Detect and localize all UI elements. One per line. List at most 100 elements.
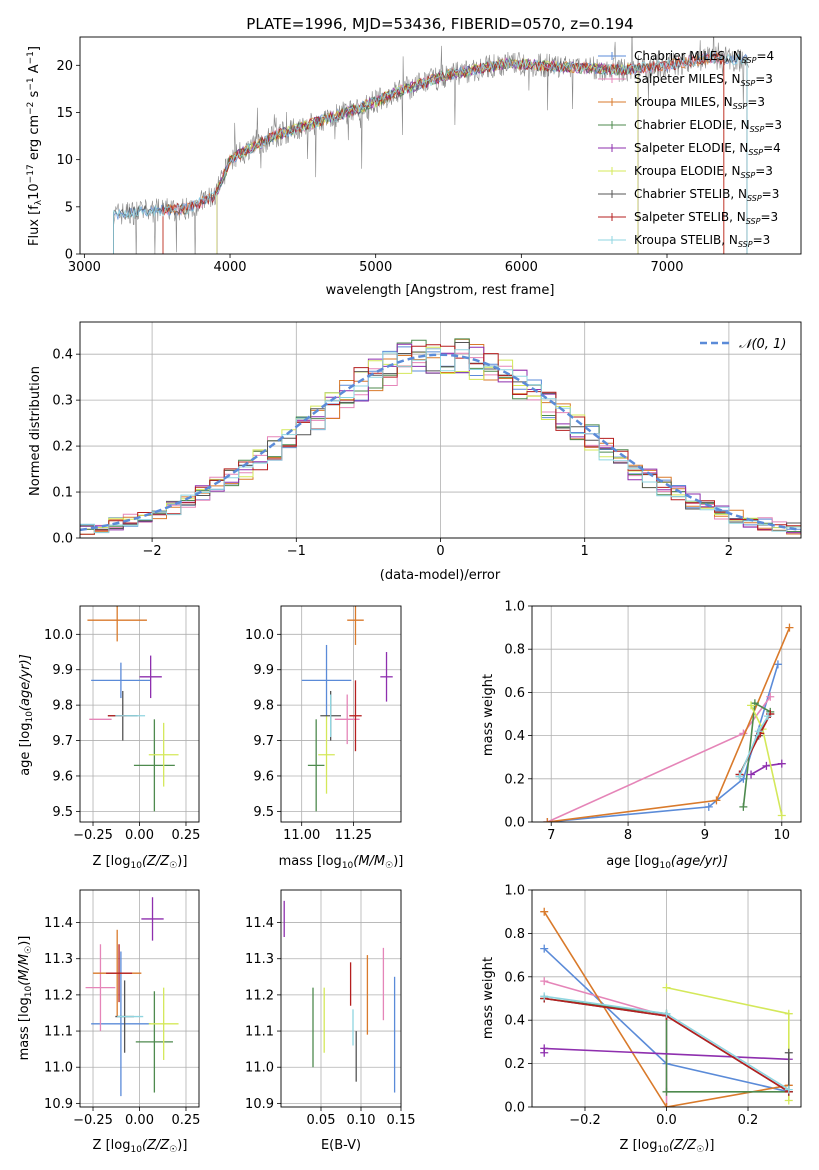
plus-marker <box>662 983 671 992</box>
y-tick-label: 11.2 <box>44 988 73 1003</box>
y-tick-label: 10.9 <box>245 1097 274 1112</box>
x-tick-label: 7000 <box>650 260 683 275</box>
x-tick-label: 0 <box>436 544 444 559</box>
weight-vs-age-plot-area: 7 8 9 10 0.0 0.2 0.4 0.6 0.8 1.0 <box>504 600 802 843</box>
x-tick-label: 0.25 <box>172 828 201 843</box>
y-tick-label: 9.9 <box>253 663 274 678</box>
plus-marker <box>784 1096 793 1105</box>
spectrum-title: PLATE=1996, MJD=53436, FIBERID=0570, z=0… <box>246 15 633 33</box>
x-tick-label: 0.00 <box>125 828 154 843</box>
histogram-step <box>80 344 801 535</box>
plus-marker <box>662 1103 671 1107</box>
data-layer <box>283 900 396 1093</box>
x-tick-label: 7 <box>547 828 555 843</box>
age-vs-mass-xlabel: mass [log10(M/M☉)] <box>279 854 404 871</box>
plus-marker <box>662 1087 671 1096</box>
data-layer <box>540 907 793 1107</box>
plus-marker <box>735 772 744 781</box>
axes-frame <box>280 889 402 1108</box>
plus-marker <box>762 761 771 770</box>
axes-frame <box>531 605 802 823</box>
x-tick-label: 1 <box>581 544 589 559</box>
x-tick-label: 8 <box>624 828 632 843</box>
mass-vs-z-xlabel: Z [log10(Z/Z☉)] <box>93 1138 188 1155</box>
plus-marker <box>540 992 549 1001</box>
x-tick-label: 10 <box>774 828 791 843</box>
x-tick-label: 11.25 <box>335 828 372 843</box>
x-tick-label: 2 <box>725 544 733 559</box>
y-tick-label: 20 <box>56 59 73 74</box>
x-tick-label: 0.0 <box>656 1113 677 1128</box>
age-vs-mass-plot-area: 11.00 11.25 9.5 9.6 9.7 9.8 9.9 10.0 <box>245 605 402 843</box>
legend-label: Salpeter ELODIE, NSSP=4 <box>634 141 781 157</box>
y-tick-label: 0.0 <box>504 1101 525 1116</box>
y-tick-label: 11.2 <box>245 988 274 1003</box>
residual-plot-area: −2 −1 0 1 2 0.0 0.1 0.2 0.3 0.4 𝒩(0, 1) <box>52 321 802 559</box>
grid-lines <box>532 605 801 823</box>
grid-lines <box>80 890 199 1107</box>
grid-lines <box>281 606 401 822</box>
y-tick-label: 10.9 <box>44 1097 73 1112</box>
x-tick-label: 0.10 <box>347 1113 376 1128</box>
plus-marker <box>777 759 786 768</box>
data-layer <box>80 338 801 535</box>
plus-marker <box>784 1048 793 1057</box>
weight-vs-z-plot-area: −0.2 0.0 0.2 0.0 0.2 0.4 0.6 0.8 1.0 <box>504 884 802 1128</box>
axes-frame <box>79 605 200 823</box>
legend-label: Chabrier STELIB, NSSP=3 <box>634 187 779 203</box>
y-tick-label: 11.3 <box>44 952 73 967</box>
y-tick-label: 9.6 <box>253 769 274 784</box>
y-tick-label: 9.5 <box>253 805 274 820</box>
y-tick-label: 1.0 <box>504 884 525 899</box>
plus-marker <box>704 802 713 811</box>
data-layer <box>85 897 179 1097</box>
legend-label: Kroupa STELIB, NSSP=3 <box>634 233 770 249</box>
y-tick-label: 9.5 <box>52 805 73 820</box>
data-layer <box>301 606 393 812</box>
mass-vs-ebv-plot-area: 0.05 0.10 0.15 10.9 11.0 11.1 11.2 11.3 11.4 <box>245 889 415 1128</box>
legend-label: Salpeter STELIB, NSSP=3 <box>634 210 778 226</box>
x-tick-label: −1 <box>287 544 306 559</box>
residual-xlabel: (data-model)/error <box>380 568 501 583</box>
histogram-step <box>80 348 801 534</box>
weight-vs-age-panel: 7 8 9 10 0.0 0.2 0.4 0.6 0.8 1.0 age [log10(age/y… <box>481 600 802 871</box>
data-layer <box>87 606 179 812</box>
y-tick-label: 5 <box>65 200 73 215</box>
weight-vs-z-xlabel: Z [log10(Z/Z☉)] <box>620 1138 715 1155</box>
plus-marker <box>540 944 549 953</box>
mass-vs-z-plot-area: −0.25 0.00 0.25 10.9 11.0 11.1 11.2 11.3 11.4 <box>44 889 200 1128</box>
y-tick-label: 10 <box>56 153 73 168</box>
plus-marker <box>785 623 794 632</box>
y-tick-label: 0.4 <box>504 729 525 744</box>
x-tick-label: 5000 <box>359 260 392 275</box>
x-tick-label: 0.05 <box>307 1113 336 1128</box>
plus-marker <box>540 977 549 986</box>
mass-vs-z-ylabel: mass [log10(M/M☉)] <box>17 936 34 1061</box>
y-tick-label: 0.4 <box>52 348 73 363</box>
weight-vs-age-xlabel: age [log10(age/yr)] <box>606 854 728 871</box>
legend-label: Chabrier ELODIE, NSSP=3 <box>634 118 782 134</box>
y-tick-label: 0.0 <box>52 532 73 547</box>
plus-marker <box>784 1009 793 1018</box>
y-tick-label: 0.6 <box>504 970 525 985</box>
weight-line <box>547 664 779 822</box>
y-tick-label: 0.2 <box>52 440 73 455</box>
model-spectrum-line <box>113 50 748 254</box>
y-tick-label: 0 <box>65 248 73 263</box>
plus-marker <box>739 802 748 811</box>
y-tick-label: 15 <box>56 106 73 121</box>
y-tick-label: 9.9 <box>52 663 73 678</box>
y-tick-label: 0.6 <box>504 686 525 701</box>
y-tick-label: 9.6 <box>52 769 73 784</box>
legend-label: Chabrier MILES, NSSP=4 <box>634 49 774 65</box>
plus-marker <box>773 660 782 669</box>
axes-frame <box>79 36 802 255</box>
axes-frame <box>531 889 802 1108</box>
weight-vs-z-panel: −0.2 0.0 0.2 0.0 0.2 0.4 0.6 0.8 1.0 Z [log10(Z/… <box>481 884 802 1155</box>
age-vs-mass-panel: 11.00 11.25 9.5 9.6 9.7 9.8 9.9 10.0 mass [log1… <box>245 605 404 871</box>
plus-marker <box>766 692 775 701</box>
residual-panel: −2 −1 0 1 2 0.0 0.1 0.2 0.3 0.4 𝒩(0, 1) (data-mode… <box>28 321 802 583</box>
y-tick-label: 0.8 <box>504 927 525 942</box>
axes-frame <box>280 605 402 823</box>
data-layer <box>543 623 794 822</box>
